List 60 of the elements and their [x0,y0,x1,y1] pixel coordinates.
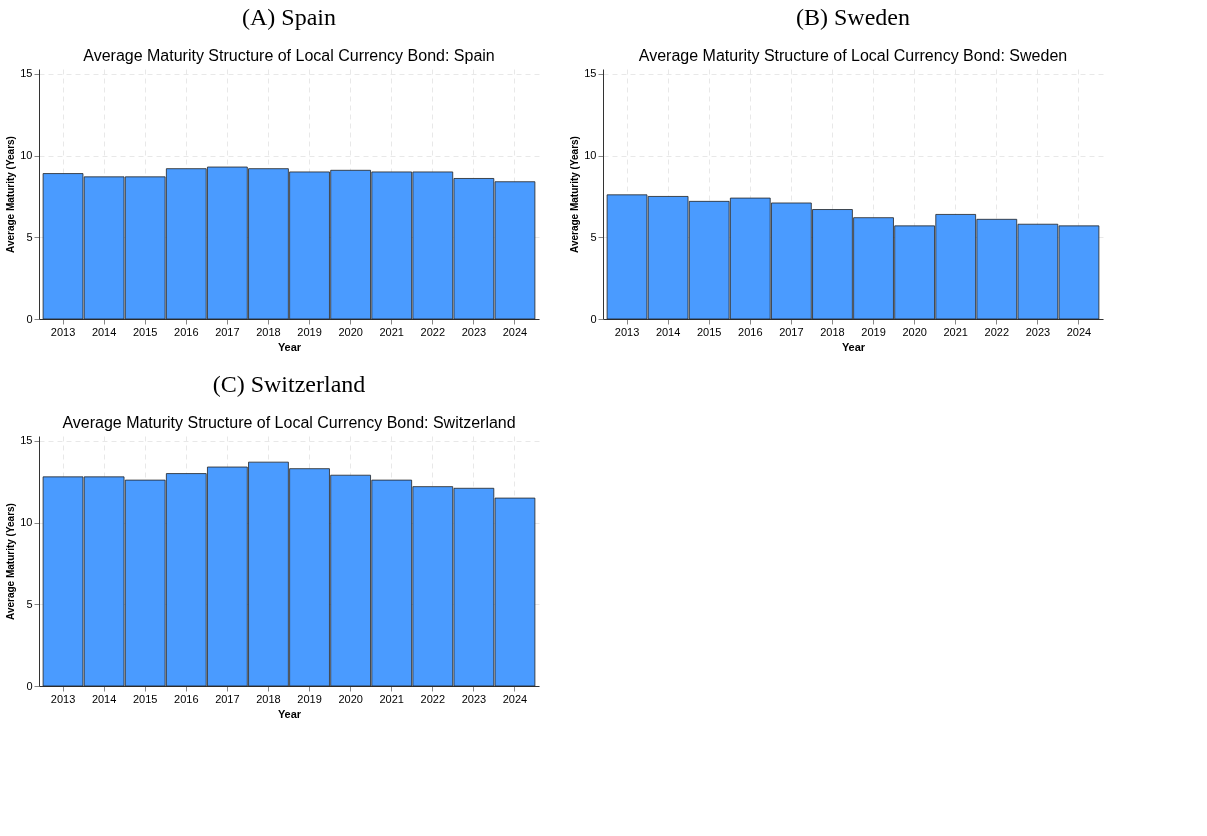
y-axis-title: Average Maturity (Years) [5,136,17,253]
x-tick-label: 2021 [379,325,404,338]
x-tick-label: 2017 [215,692,240,705]
chart-subtitle: Average Maturity Structure of Local Currency Bond: Sweden [638,46,1068,64]
y-tick-label: 5 [26,597,33,610]
x-tick-label: 2018 [256,692,281,705]
x-tick-label: 2016 [174,692,199,705]
x-tick-label: 2013 [50,692,76,705]
x-tick-label: 2023 [461,692,487,705]
x-tick-label: 2013 [50,325,76,338]
x-tick-label: 2021 [943,325,968,338]
x-tick-label: 2021 [379,692,404,705]
y-tick-label: 10 [20,516,33,529]
x-tick-label: 2015 [132,692,158,705]
x-axis-title: Year [841,340,866,353]
chart-subtitle: Average Maturity Structure of Local Currency Bond: Spain [83,46,495,64]
x-tick-label: 2015 [132,325,158,338]
y-axis-title: Average Maturity (Years) [5,503,17,620]
y-tick-label: 5 [590,230,597,243]
y-tick-label: 0 [26,312,33,325]
x-axis-title: Year [277,707,302,720]
y-axis-title: Average Maturity (Years) [569,136,581,253]
x-tick-label: 2022 [984,325,1010,338]
x-tick-label: 2019 [861,325,886,338]
chart-title: (C) Switzerland [212,370,366,397]
y-tick-label: 10 [584,149,597,162]
chart-title: (A) Spain [242,3,336,30]
x-tick-label: 2022 [420,325,446,338]
x-tick-label: 2023 [1025,325,1051,338]
x-tick-label: 2022 [420,692,446,705]
x-tick-label: 2020 [902,325,927,338]
x-tick-label: 2018 [820,325,845,338]
chart-title: (B) Sweden [796,3,910,30]
x-tick-label: 2024 [1066,325,1092,338]
x-tick-label: 2023 [461,325,487,338]
x-tick-label: 2018 [256,325,281,338]
x-tick-label: 2015 [696,325,722,338]
y-tick-label: 0 [26,679,33,692]
x-tick-label: 2013 [614,325,640,338]
x-tick-label: 2016 [174,325,199,338]
x-axis-title: Year [277,340,302,353]
y-tick-label: 0 [590,312,597,325]
x-tick-label: 2016 [738,325,763,338]
x-tick-label: 2017 [215,325,240,338]
chart-subtitle: Average Maturity Structure of Local Currency Bond: Switzerland [62,413,516,431]
x-tick-label: 2019 [297,692,322,705]
y-tick-label: 15 [584,67,597,80]
y-tick-label: 15 [20,434,33,447]
y-tick-label: 5 [26,230,33,243]
x-tick-label: 2017 [779,325,804,338]
x-tick-label: 2019 [297,325,322,338]
x-tick-label: 2024 [502,325,528,338]
x-tick-label: 2014 [91,692,117,705]
x-tick-label: 2020 [338,692,363,705]
x-tick-label: 2024 [502,692,528,705]
x-tick-label: 2014 [91,325,117,338]
x-tick-label: 2020 [338,325,363,338]
x-tick-label: 2014 [655,325,681,338]
y-tick-label: 10 [20,149,33,162]
y-tick-label: 15 [20,67,33,80]
